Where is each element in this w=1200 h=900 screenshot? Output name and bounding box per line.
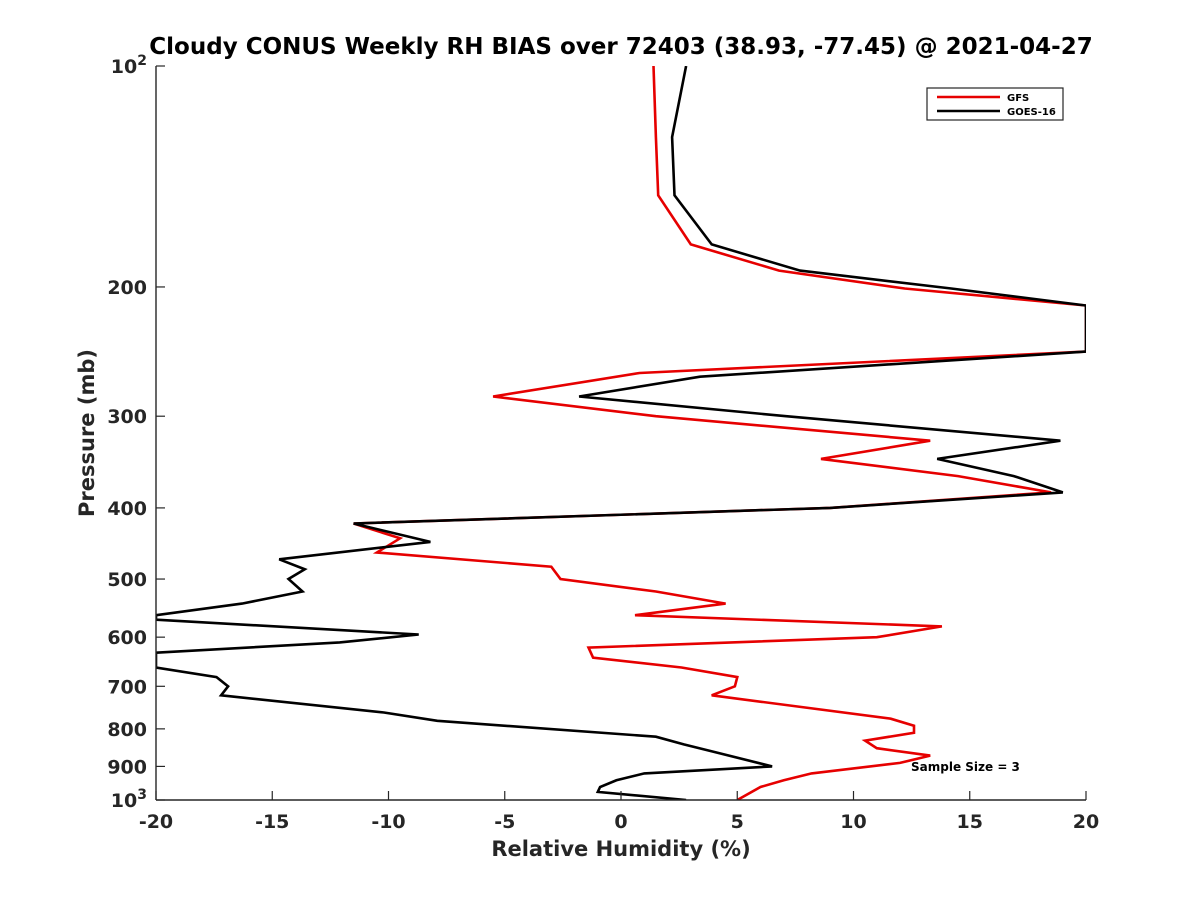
y-tick-label: 400 (107, 498, 147, 520)
y-axis-label: Pressure (mb) (75, 349, 99, 517)
x-tick-label: -5 (494, 811, 515, 833)
y-tick-label: 300 (107, 406, 147, 428)
sample-size-annotation: Sample Size = 3 (911, 760, 1020, 774)
x-tick-label: 15 (957, 811, 983, 833)
series-line-goes16 (156, 66, 1086, 800)
y-tick-label: 500 (107, 569, 147, 591)
y-tick-label: 900 (107, 756, 147, 778)
x-tick-label: 10 (840, 811, 866, 833)
y-tick-label: 103 (111, 787, 147, 812)
axis-layer: -20 -15 -10 -5 0 5 10 15 20 102 200 300 400 500 600 700… (107, 53, 1099, 833)
x-tick-label: 5 (731, 811, 744, 833)
y-tick-label: 200 (107, 277, 147, 299)
x-tick-label: -15 (255, 811, 289, 833)
x-axis-label: Relative Humidity (%) (491, 837, 750, 861)
legend-label-gfs: GFS (1007, 93, 1029, 104)
x-tick-label: -10 (371, 811, 405, 833)
x-tick-label: -20 (139, 811, 173, 833)
x-tick-label: 20 (1073, 811, 1099, 833)
series-line-gfs (353, 66, 1086, 800)
legend: GFS GOES-16 (926, 87, 1064, 121)
legend-box (926, 87, 1064, 121)
series-layer (156, 66, 1086, 800)
y-tick-label: 600 (107, 627, 147, 649)
y-tick-label: 700 (107, 676, 147, 698)
y-tick-label: 800 (107, 719, 147, 741)
y-tick-label: 102 (111, 53, 147, 78)
legend-label-goes16: GOES-16 (1007, 107, 1056, 118)
chart-title: Cloudy CONUS Weekly RH BIAS over 72403 (… (149, 34, 1092, 60)
x-tick-label: 0 (614, 811, 627, 833)
